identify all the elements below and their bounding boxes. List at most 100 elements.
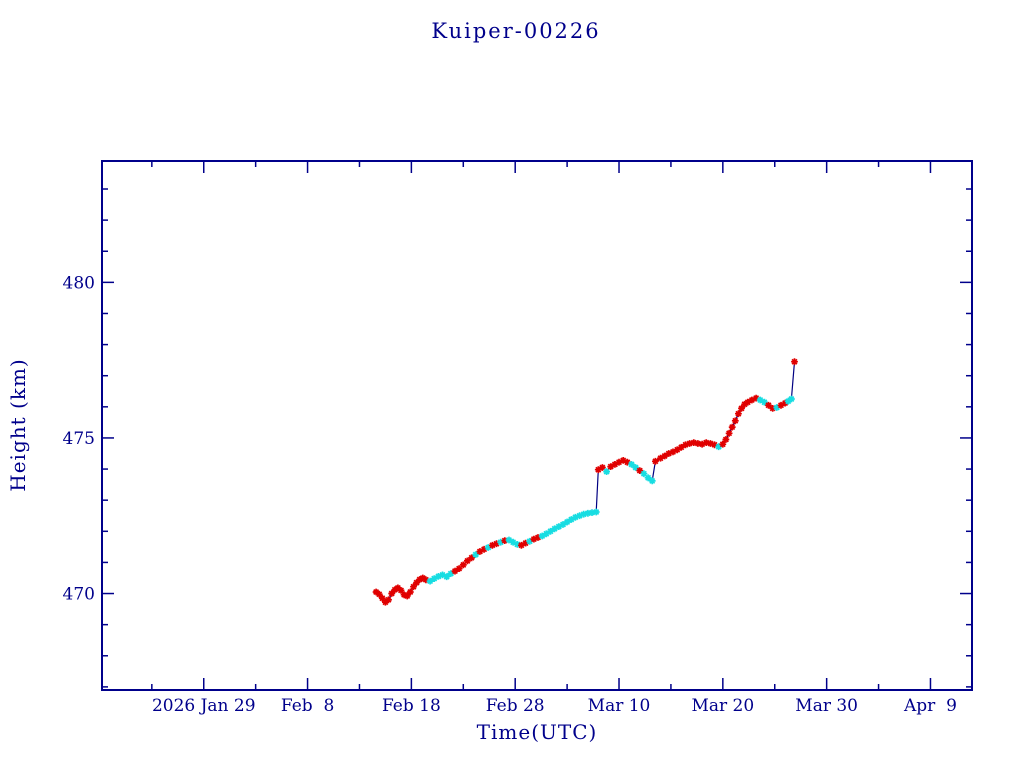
data-point-marker — [547, 527, 554, 535]
data-point-marker — [644, 474, 652, 482]
data-point-marker — [447, 570, 455, 577]
data-point-marker — [468, 554, 476, 562]
data-point-marker — [572, 513, 579, 521]
data-point-marker — [567, 516, 575, 523]
data-point-marker — [505, 536, 513, 544]
data-point-marker — [538, 532, 546, 540]
data-point-marker — [603, 468, 610, 476]
data-point-marker — [530, 535, 538, 543]
data-point-marker — [748, 396, 756, 404]
data-point-marker — [559, 521, 567, 528]
data-point-marker — [628, 460, 635, 468]
data-point-marker — [439, 571, 446, 579]
data-point-marker — [669, 448, 677, 456]
data-point-marker — [777, 401, 785, 409]
data-point-marker — [403, 592, 411, 600]
plot-frame — [101, 160, 973, 691]
height-series-line — [375, 361, 796, 604]
data-point-marker — [719, 440, 727, 448]
data-point-marker — [690, 439, 698, 447]
data-point-marker — [388, 590, 396, 597]
data-point-marker — [715, 443, 723, 451]
data-point-marker — [791, 358, 798, 366]
data-point-marker — [623, 458, 631, 466]
data-point-marker — [673, 446, 681, 454]
data-point-marker — [391, 586, 399, 594]
data-point-marker — [526, 537, 534, 545]
data-point-marker — [741, 400, 748, 408]
data-point-marker — [563, 518, 571, 526]
data-point-marker — [455, 565, 463, 572]
y-tick-label: 475 — [63, 429, 95, 449]
data-point-marker — [378, 594, 386, 602]
data-point-marker — [484, 544, 492, 551]
data-point-marker — [551, 525, 558, 533]
data-point-marker — [497, 538, 505, 546]
data-point-marker — [542, 530, 550, 538]
x-tick-label: Mar 10 — [588, 696, 651, 716]
data-point-marker — [534, 534, 542, 541]
data-point-marker — [735, 410, 742, 418]
data-point-marker — [594, 466, 602, 474]
data-point-marker — [636, 467, 644, 475]
data-point-marker — [707, 440, 714, 447]
data-point-marker — [725, 429, 733, 437]
data-point-marker — [784, 397, 792, 405]
data-point-marker — [488, 541, 496, 549]
data-point-marker — [788, 395, 795, 403]
data-point-marker — [752, 394, 760, 402]
data-point-marker — [756, 396, 764, 404]
data-point-marker — [476, 548, 484, 555]
data-point-marker — [677, 443, 685, 451]
data-point-marker — [576, 512, 583, 520]
data-point-marker — [619, 456, 627, 464]
x-tick-label: Feb 28 — [486, 696, 545, 716]
x-tick-label: Apr 9 — [903, 696, 957, 716]
x-tick-label: 2026 Jan 29 — [152, 696, 256, 716]
data-point-marker — [711, 441, 718, 449]
data-point-marker — [738, 404, 745, 412]
data-point-marker — [744, 398, 752, 406]
data-point-marker — [694, 440, 702, 447]
data-point-marker — [480, 545, 488, 553]
data-point-marker — [501, 537, 509, 544]
data-point-marker — [665, 450, 673, 457]
data-point-marker — [657, 454, 664, 462]
data-point-marker — [422, 576, 430, 584]
data-point-marker — [443, 573, 451, 581]
data-point-marker — [400, 591, 408, 599]
data-point-marker — [385, 596, 392, 604]
data-point-marker — [419, 574, 427, 582]
data-point-marker — [397, 587, 405, 594]
chart-title: Kuiper-00226 — [431, 19, 600, 43]
data-point-marker — [632, 464, 639, 471]
data-point-marker — [430, 575, 438, 582]
plot-frame-box — [101, 160, 973, 691]
data-point-marker — [686, 440, 693, 447]
data-point-marker — [773, 404, 781, 411]
data-point-marker — [413, 579, 421, 586]
data-point-marker — [381, 598, 389, 606]
data-point-marker — [394, 584, 402, 592]
y-axis-label: Height (km) — [6, 358, 30, 491]
x-tick-label: Mar 30 — [795, 696, 858, 716]
data-point-marker — [661, 452, 669, 460]
data-point-marker — [518, 541, 525, 549]
axis-tick-labels: 2026 Jan 29 Feb 8 Feb 18 Feb 28 Mar 10 Mar 20… — [63, 273, 957, 716]
data-point-marker — [372, 588, 380, 596]
data-point-marker — [459, 561, 467, 569]
data-point-marker — [588, 509, 596, 516]
data-point-marker — [584, 509, 592, 517]
data-point-marker — [731, 417, 739, 425]
data-point-marker — [375, 590, 383, 598]
x-tick-label: Feb 8 — [281, 696, 334, 716]
data-point-marker — [652, 457, 659, 465]
data-point-marker — [702, 439, 710, 447]
data-point-marker — [555, 523, 563, 530]
data-point-marker — [416, 576, 424, 583]
data-point-marker — [615, 458, 623, 466]
data-point-marker — [611, 460, 619, 468]
data-point-marker — [451, 567, 459, 575]
